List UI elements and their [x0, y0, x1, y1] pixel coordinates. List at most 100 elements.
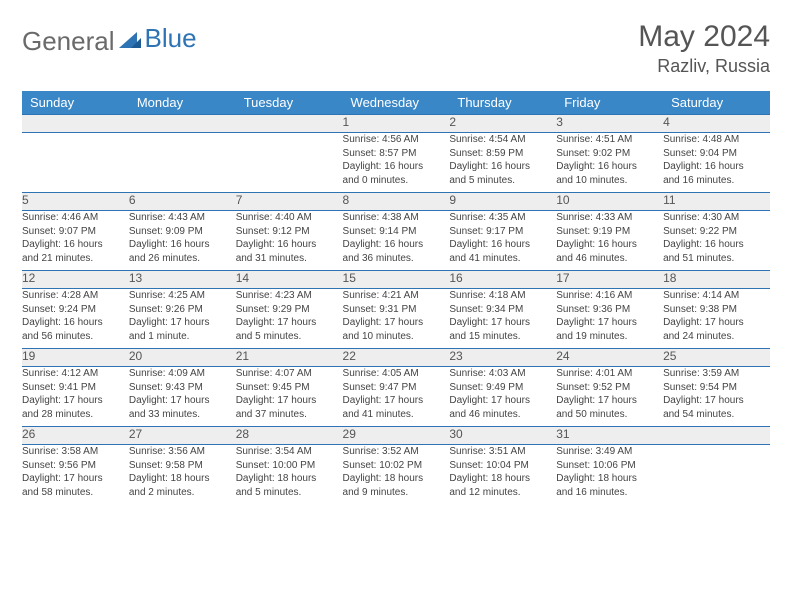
day-dl1: Daylight: 17 hours: [129, 394, 236, 408]
day-dl2: and 5 minutes.: [236, 486, 343, 500]
day-sr: Sunrise: 4:09 AM: [129, 367, 236, 381]
day-ss: Sunset: 10:00 PM: [236, 459, 343, 473]
day-number-cell: 4: [663, 115, 770, 133]
day-ss: Sunset: 9:58 PM: [129, 459, 236, 473]
day-number-cell: 29: [343, 427, 450, 445]
day-dl2: and 21 minutes.: [22, 252, 129, 266]
title-block: May 2024 Razliv, Russia: [638, 20, 770, 77]
weekday-header: Tuesday: [236, 91, 343, 115]
day-ss: Sunset: 8:57 PM: [343, 147, 450, 161]
day-dl1: Daylight: 16 hours: [663, 238, 770, 252]
day-ss: Sunset: 9:34 PM: [449, 303, 556, 317]
day-sr: Sunrise: 4:07 AM: [236, 367, 343, 381]
day-info-cell: Sunrise: 3:58 AMSunset: 9:56 PMDaylight:…: [22, 445, 129, 505]
day-number-cell: [129, 115, 236, 133]
day-dl2: and 15 minutes.: [449, 330, 556, 344]
day-dl1: Daylight: 17 hours: [129, 316, 236, 330]
day-dl2: and 16 minutes.: [663, 174, 770, 188]
day-number-cell: 15: [343, 271, 450, 289]
day-dl2: and 41 minutes.: [343, 408, 450, 422]
day-info-cell: Sunrise: 4:18 AMSunset: 9:34 PMDaylight:…: [449, 289, 556, 349]
day-ss: Sunset: 9:36 PM: [556, 303, 663, 317]
day-ss: Sunset: 9:04 PM: [663, 147, 770, 161]
day-ss: Sunset: 9:14 PM: [343, 225, 450, 239]
day-ss: Sunset: 9:19 PM: [556, 225, 663, 239]
day-number-cell: 6: [129, 193, 236, 211]
day-dl1: Daylight: 16 hours: [663, 160, 770, 174]
day-ss: Sunset: 9:07 PM: [22, 225, 129, 239]
day-info-cell: Sunrise: 4:05 AMSunset: 9:47 PMDaylight:…: [343, 367, 450, 427]
day-sr: Sunrise: 4:38 AM: [343, 211, 450, 225]
day-info-cell: Sunrise: 4:43 AMSunset: 9:09 PMDaylight:…: [129, 211, 236, 271]
day-dl2: and 46 minutes.: [449, 408, 556, 422]
day-sr: Sunrise: 4:16 AM: [556, 289, 663, 303]
day-dl2: and 56 minutes.: [22, 330, 129, 344]
day-ss: Sunset: 9:31 PM: [343, 303, 450, 317]
logo: General Blue: [22, 20, 197, 57]
day-number-cell: 5: [22, 193, 129, 211]
day-info-cell: Sunrise: 4:30 AMSunset: 9:22 PMDaylight:…: [663, 211, 770, 271]
day-number-cell: 25: [663, 349, 770, 367]
weekday-header: Wednesday: [343, 91, 450, 115]
day-sr: Sunrise: 3:56 AM: [129, 445, 236, 459]
day-ss: Sunset: 9:47 PM: [343, 381, 450, 395]
day-info-cell: Sunrise: 3:59 AMSunset: 9:54 PMDaylight:…: [663, 367, 770, 427]
day-dl2: and 9 minutes.: [343, 486, 450, 500]
day-number-cell: 2: [449, 115, 556, 133]
day-sr: Sunrise: 4:28 AM: [22, 289, 129, 303]
day-sr: Sunrise: 3:59 AM: [663, 367, 770, 381]
day-number-cell: 31: [556, 427, 663, 445]
day-dl2: and 51 minutes.: [663, 252, 770, 266]
day-info-cell: Sunrise: 3:56 AMSunset: 9:58 PMDaylight:…: [129, 445, 236, 505]
day-dl2: and 12 minutes.: [449, 486, 556, 500]
day-dl2: and 5 minutes.: [236, 330, 343, 344]
day-number-cell: [22, 115, 129, 133]
calendar-table: SundayMondayTuesdayWednesdayThursdayFrid…: [22, 91, 770, 505]
day-number-cell: 7: [236, 193, 343, 211]
day-number-cell: 14: [236, 271, 343, 289]
day-info-cell: Sunrise: 4:16 AMSunset: 9:36 PMDaylight:…: [556, 289, 663, 349]
day-sr: Sunrise: 4:18 AM: [449, 289, 556, 303]
day-info-cell: Sunrise: 3:54 AMSunset: 10:00 PMDaylight…: [236, 445, 343, 505]
day-dl2: and 36 minutes.: [343, 252, 450, 266]
day-info-cell: Sunrise: 4:48 AMSunset: 9:04 PMDaylight:…: [663, 133, 770, 193]
day-sr: Sunrise: 3:49 AM: [556, 445, 663, 459]
day-number-cell: 10: [556, 193, 663, 211]
day-dl1: Daylight: 17 hours: [22, 394, 129, 408]
day-dl1: Daylight: 17 hours: [236, 394, 343, 408]
day-dl1: Daylight: 18 hours: [129, 472, 236, 486]
day-info-cell: Sunrise: 4:38 AMSunset: 9:14 PMDaylight:…: [343, 211, 450, 271]
day-number-cell: 11: [663, 193, 770, 211]
day-info-cell: Sunrise: 4:07 AMSunset: 9:45 PMDaylight:…: [236, 367, 343, 427]
day-number-cell: 19: [22, 349, 129, 367]
day-sr: Sunrise: 4:48 AM: [663, 133, 770, 147]
day-sr: Sunrise: 3:52 AM: [343, 445, 450, 459]
day-dl1: Daylight: 16 hours: [556, 160, 663, 174]
logo-text-2: Blue: [145, 23, 197, 54]
day-dl1: Daylight: 17 hours: [449, 394, 556, 408]
day-dl1: Daylight: 18 hours: [236, 472, 343, 486]
month-title: May 2024: [638, 20, 770, 54]
day-sr: Sunrise: 4:43 AM: [129, 211, 236, 225]
day-dl1: Daylight: 16 hours: [22, 238, 129, 252]
location: Razliv, Russia: [638, 56, 770, 77]
day-dl2: and 41 minutes.: [449, 252, 556, 266]
day-number-cell: 23: [449, 349, 556, 367]
day-ss: Sunset: 9:17 PM: [449, 225, 556, 239]
day-dl2: and 58 minutes.: [22, 486, 129, 500]
day-info-cell: Sunrise: 4:21 AMSunset: 9:31 PMDaylight:…: [343, 289, 450, 349]
day-number-cell: 12: [22, 271, 129, 289]
day-sr: Sunrise: 4:12 AM: [22, 367, 129, 381]
day-ss: Sunset: 9:22 PM: [663, 225, 770, 239]
day-ss: Sunset: 8:59 PM: [449, 147, 556, 161]
day-dl1: Daylight: 17 hours: [22, 472, 129, 486]
day-ss: Sunset: 9:41 PM: [22, 381, 129, 395]
day-sr: Sunrise: 4:05 AM: [343, 367, 450, 381]
day-info-cell: Sunrise: 4:35 AMSunset: 9:17 PMDaylight:…: [449, 211, 556, 271]
day-sr: Sunrise: 4:23 AM: [236, 289, 343, 303]
day-dl2: and 24 minutes.: [663, 330, 770, 344]
day-number-cell: 22: [343, 349, 450, 367]
day-sr: Sunrise: 4:35 AM: [449, 211, 556, 225]
day-dl2: and 50 minutes.: [556, 408, 663, 422]
day-dl1: Daylight: 18 hours: [556, 472, 663, 486]
